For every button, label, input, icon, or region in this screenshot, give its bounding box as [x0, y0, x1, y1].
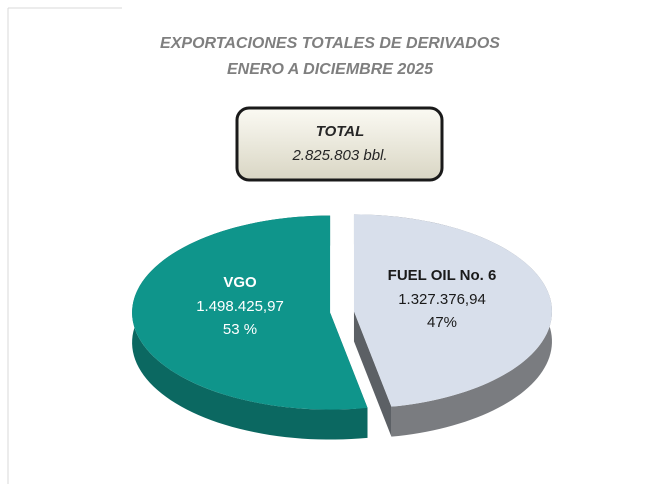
slice: [353, 214, 552, 407]
total-label: TOTAL: [316, 123, 365, 140]
slice-edge: [353, 311, 392, 437]
slice: [132, 215, 368, 410]
chart-subtitle: ENERO A DICIEMBRE 2025: [227, 61, 434, 78]
slice-value-label: 1.498.425,97: [196, 298, 284, 315]
slice-category: VGO: [223, 274, 257, 291]
total-value: 2.825.803 bbl.: [291, 147, 387, 164]
chart-title: EXPORTACIONES TOTALES DE DERIVADOS: [160, 35, 500, 52]
slice-percent-label: 47%: [427, 314, 457, 331]
slice-category: FUEL OIL No. 6: [388, 267, 497, 284]
total-box: [235, 106, 444, 182]
slice-value-label: 1.327.376,94: [398, 291, 486, 308]
slice-percent-label: 53 %: [223, 321, 257, 338]
